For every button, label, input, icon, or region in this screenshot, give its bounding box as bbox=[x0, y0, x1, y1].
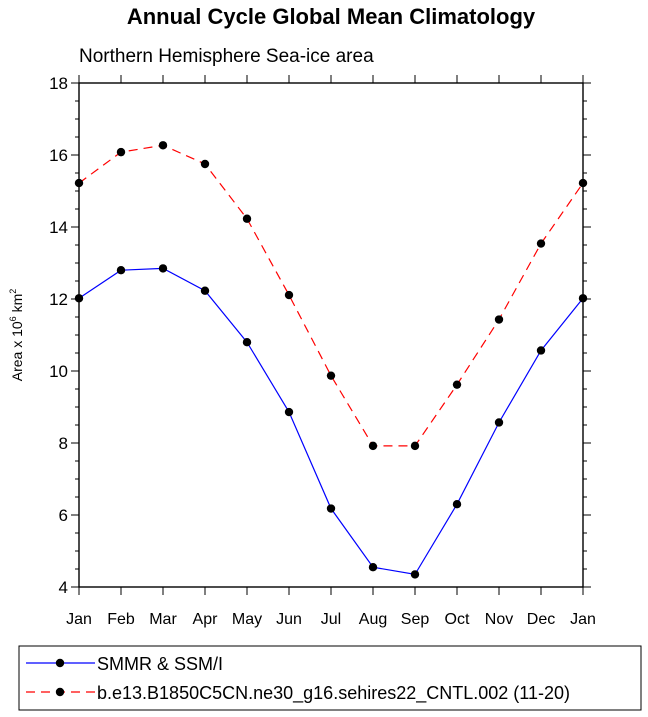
x-tick-label: Jan bbox=[570, 611, 596, 628]
y-axis-label-unit: km bbox=[9, 294, 25, 317]
y-axis-label-exp2: 2 bbox=[8, 289, 18, 294]
series-1-point bbox=[284, 290, 294, 300]
y-tick-label: 8 bbox=[59, 434, 68, 453]
legend-marker-1 bbox=[55, 687, 65, 697]
x-tick-label: Oct bbox=[445, 611, 470, 628]
series-line-0 bbox=[78, 267, 584, 576]
series-1-point bbox=[536, 239, 546, 248]
y-axis-label: Area x 106 km2 bbox=[8, 289, 25, 382]
x-tick-label: May bbox=[232, 611, 262, 628]
series-0-point bbox=[494, 418, 504, 427]
y-tick-label: 18 bbox=[49, 74, 68, 93]
series-0-point bbox=[368, 563, 378, 572]
legend-box bbox=[18, 645, 642, 711]
y-tick-label: 10 bbox=[49, 362, 68, 381]
series-1-point bbox=[452, 380, 462, 389]
series-1-point bbox=[494, 315, 504, 324]
x-tick-label: Sep bbox=[401, 611, 430, 628]
series-0-point bbox=[158, 264, 168, 273]
series-1-point bbox=[200, 159, 210, 169]
series-line-1 bbox=[78, 144, 584, 447]
legend-label-1: b.e13.B1850C5CN.ne30_g16.sehires22_CNTL.… bbox=[97, 683, 570, 704]
series-layer bbox=[74, 141, 588, 579]
x-tick-labels: Jan Feb Mar Apr May Jun Jul Aug Sep Oct Nov Dec Jan bbox=[66, 611, 596, 628]
series-1-point bbox=[368, 441, 378, 451]
y-tick-labels: 4 6 8 10 12 14 16 18 bbox=[49, 74, 68, 597]
chart-title: Annual Cycle Global Mean Climatology bbox=[127, 4, 536, 29]
y-axis-label-exp1: 6 bbox=[8, 316, 18, 321]
x-tick-label: Dec bbox=[527, 611, 555, 628]
x-tick-label: Jan bbox=[66, 611, 92, 628]
legend: SMMR & SSM/I b.e13.B1850C5CN.ne30_g16.se… bbox=[18, 645, 642, 711]
series-0-point bbox=[284, 407, 294, 417]
x-tick-label: Jun bbox=[276, 611, 302, 628]
series-0-point bbox=[536, 346, 546, 355]
y-tick-label: 6 bbox=[59, 506, 68, 525]
x-tick-label: Aug bbox=[359, 611, 387, 628]
series-1-point bbox=[410, 441, 420, 451]
series-1-point bbox=[326, 371, 336, 380]
x-tick-label: Feb bbox=[107, 611, 135, 628]
series-0-point bbox=[200, 286, 210, 295]
y-tick-label: 4 bbox=[59, 578, 68, 597]
series-0-point bbox=[326, 504, 336, 513]
plot-frame bbox=[78, 82, 584, 588]
series-1-point bbox=[116, 147, 126, 157]
y-tick-label: 16 bbox=[49, 146, 68, 165]
series-0-point bbox=[242, 338, 252, 347]
y-tick-label: 12 bbox=[49, 290, 68, 309]
legend-label-0: SMMR & SSM/I bbox=[97, 654, 223, 674]
series-0-point bbox=[452, 500, 462, 509]
ticks-layer bbox=[71, 75, 591, 595]
y-axis-label-main: Area x 10 bbox=[9, 321, 25, 381]
series-0-point bbox=[410, 570, 420, 579]
series-0-point bbox=[116, 266, 126, 275]
legend-marker-0 bbox=[55, 658, 65, 668]
series-1-point bbox=[158, 141, 168, 150]
y-tick-label: 14 bbox=[49, 218, 68, 237]
x-tick-label: Jul bbox=[321, 611, 341, 628]
chart-subtitle: Northern Hemisphere Sea-ice area bbox=[79, 46, 374, 67]
x-tick-label: Mar bbox=[149, 611, 177, 628]
x-tick-label: Nov bbox=[485, 611, 513, 628]
series-1-point bbox=[242, 214, 252, 223]
x-tick-label: Apr bbox=[193, 611, 219, 628]
